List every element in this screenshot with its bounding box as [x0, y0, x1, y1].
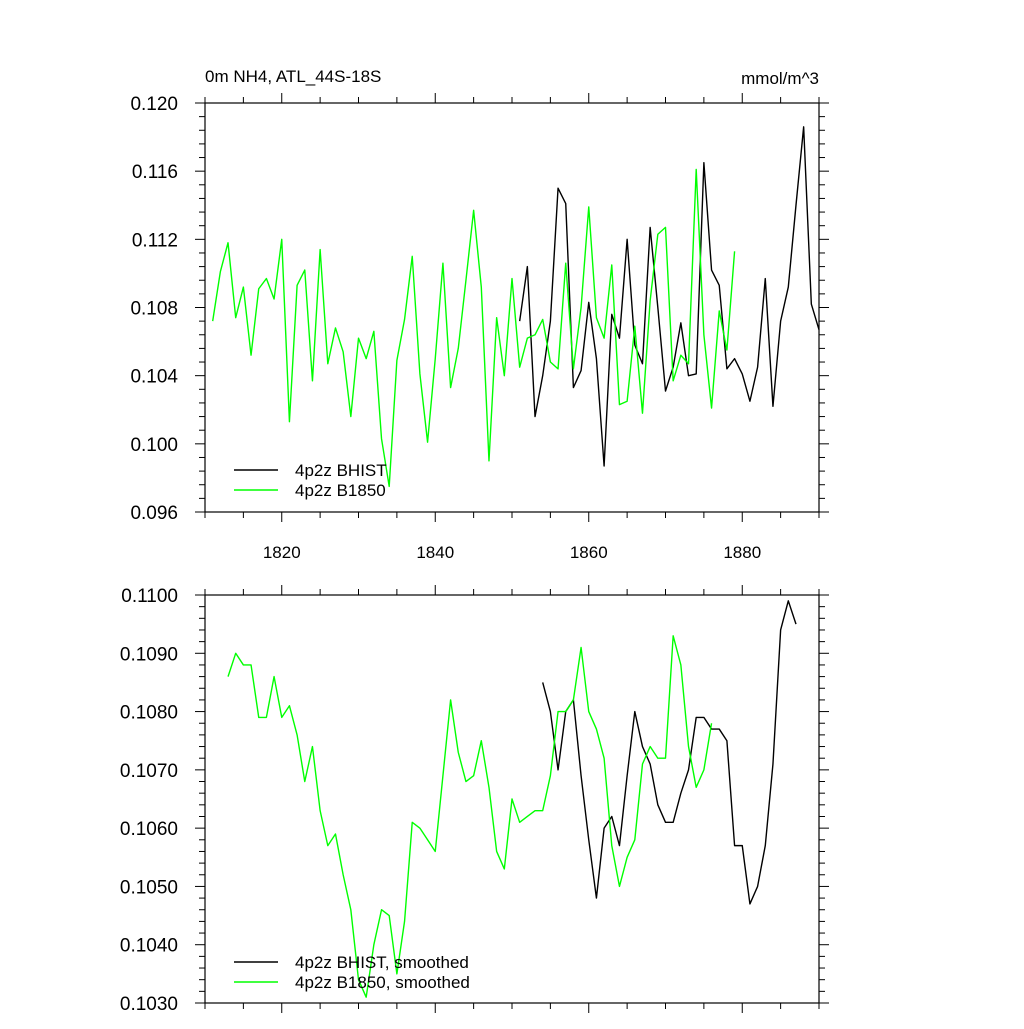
axis-ticks — [195, 585, 829, 1013]
y-tick-label: 0.096 — [130, 503, 178, 524]
y-tick-label: 0.1040 — [120, 936, 178, 957]
y-tick-label: 0.1070 — [120, 761, 178, 782]
chart-panel-1: 0.096 0.100 0.104 0.108 0.112 0.116 0.120 1820 1… — [130, 67, 829, 562]
plot-frame — [204, 102, 820, 513]
y-tick-label: 0.108 — [130, 299, 178, 320]
y-tick-label: 0.1090 — [120, 644, 178, 665]
y-tick-label: 0.1080 — [120, 703, 178, 724]
x-tick-label: 1860 — [570, 543, 608, 562]
series-line-2 — [211, 168, 736, 488]
legend-label: 4p2z BHIST, smoothed — [295, 953, 469, 972]
legend-label: 4p2z B1850 — [295, 481, 386, 500]
axis-ticks — [195, 93, 829, 522]
legend-label: 4p2z BHIST — [295, 461, 387, 480]
y-tick-label: 0.1100 — [121, 586, 178, 607]
chart-units: mmol/m^3 — [741, 69, 819, 88]
y-tick-label: 0.1050 — [120, 877, 178, 898]
y-tick-label: 0.116 — [132, 162, 178, 183]
y-tick-label: 0.1060 — [120, 819, 178, 840]
chart-title: 0m NH4, ATL_44S-18S — [205, 67, 381, 86]
y-tick-label: 0.112 — [132, 230, 178, 251]
x-tick-label: 1820 — [263, 543, 301, 562]
chart-panel-2: 0.1030 0.1040 0.1050 0.1060 0.1070 0.1080 0.10… — [120, 585, 829, 1015]
y-tick-label: 0.104 — [130, 367, 178, 388]
x-tick-label: 1880 — [723, 543, 761, 562]
legend-label: 4p2z B1850, smoothed — [295, 973, 470, 992]
y-tick-label: 0.100 — [130, 435, 178, 456]
series-line-2 — [227, 635, 713, 998]
x-tick-label: 1840 — [416, 543, 454, 562]
y-tick-label: 0.120 — [130, 94, 178, 115]
y-tick-label: 0.1030 — [120, 994, 178, 1015]
series-line-1 — [542, 600, 797, 905]
series-line-1 — [518, 126, 820, 467]
